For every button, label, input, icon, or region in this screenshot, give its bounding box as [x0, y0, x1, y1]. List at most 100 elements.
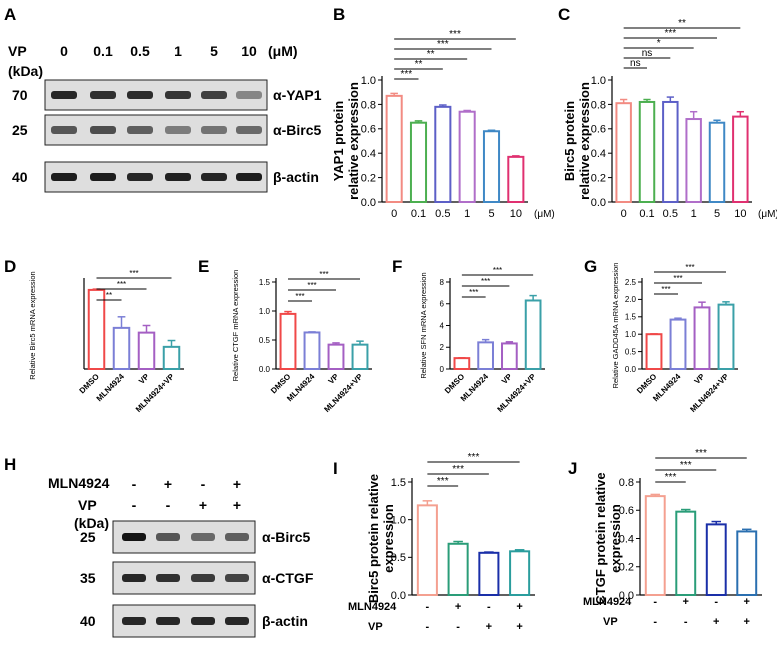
blot-a-band — [165, 173, 191, 181]
panel-letter-g: G — [584, 257, 597, 276]
blot-h-band — [191, 574, 215, 582]
chart-bar — [458, 110, 476, 203]
blot-a-dose-label: 1 — [174, 43, 182, 59]
chart-bar — [137, 331, 156, 371]
chart-y-tick-label: 0.0 — [391, 590, 406, 602]
blot-a-row: α-YAP1 70 — [12, 79, 322, 111]
chart-y-tick-label: 0.6 — [619, 505, 634, 517]
chart-y-tick-label: 0 — [440, 365, 445, 374]
chart-y-tick-label: 0.4 — [361, 148, 376, 160]
blot-a-band — [201, 126, 227, 134]
panel-letter-a: A — [4, 5, 16, 24]
chart-bar — [693, 306, 711, 370]
chart-bar — [524, 299, 542, 370]
chart-y-tick-label: 1.0 — [625, 330, 637, 339]
chart-category-label: VP — [500, 372, 514, 386]
chart-treat1-sign: - — [714, 596, 718, 608]
panel-letters: A B C D E F G H I J — [4, 5, 597, 478]
chart-y-axis-title: expression — [608, 504, 623, 573]
blot-a-band — [51, 173, 77, 181]
chart-treat1-sign: + — [516, 601, 522, 613]
chart-treat1-sign: + — [744, 596, 750, 608]
chart-y-tick-label: 0.2 — [591, 172, 606, 184]
panel-letter-h: H — [4, 455, 16, 474]
chart-treat2-sign: + — [744, 616, 750, 628]
blot-a-band — [90, 173, 116, 181]
blot-h-band — [225, 617, 249, 625]
blot-a-antibody-label: β-actin — [273, 169, 319, 185]
chart-y-tick-label: 2 — [440, 343, 445, 352]
chart-y-tick-label: 1.0 — [259, 307, 271, 316]
blot-h-row2-sign: + — [199, 497, 207, 513]
chart-bar — [615, 102, 632, 203]
chart-category-label: 5 — [714, 208, 720, 220]
blot-a-membrane — [44, 161, 268, 193]
chart-significance-label: *** — [307, 281, 316, 290]
blot-h-antibody-label: α-CTGF — [262, 570, 314, 586]
chart-significance-label: *** — [493, 266, 502, 275]
blot-h-antibody-label: β-actin — [262, 613, 308, 629]
panel-letter-c: C — [558, 5, 570, 24]
chart-bar — [477, 341, 494, 371]
chart-y-axis-title: Relative CTGF mRNA expression — [231, 270, 240, 382]
blot-h-marker-label: 40 — [80, 613, 96, 629]
chart-treat2-label: VP — [368, 621, 383, 633]
panel-letter-d: D — [4, 257, 16, 276]
chart-bar — [434, 105, 452, 203]
blot-a-band — [90, 126, 116, 134]
chart-treat1-label: MLN4924 — [583, 596, 632, 608]
blot-a-row: β-actin 40 — [12, 161, 319, 193]
blot-a-marker-label: 70 — [12, 87, 28, 103]
chart-category-label: VP — [327, 372, 341, 386]
blot-a-band — [165, 91, 191, 99]
chart-treat2-label: VP — [603, 616, 618, 628]
blot-h-band — [156, 617, 180, 625]
chart-bar — [645, 333, 663, 371]
chart-y-tick-label: 1.5 — [391, 477, 406, 489]
chart-category-label: VP — [693, 372, 707, 386]
blot-h-antibody-label: α-Birc5 — [262, 529, 311, 545]
blot-h-band — [122, 533, 146, 541]
blot-h-row2-sign: - — [166, 497, 171, 513]
chart-bar — [509, 550, 531, 596]
chart-category-label: 0.5 — [663, 208, 678, 220]
blot-h-row: α-Birc5 25 — [80, 520, 311, 554]
chart-y-tick-label: 0.4 — [619, 533, 634, 545]
chart-y-tick-label: 0.2 — [619, 562, 634, 574]
chart-bar — [644, 495, 666, 596]
chart-category-label: 1 — [691, 208, 697, 220]
chart-significance-label: *** — [665, 472, 677, 483]
chart-treat1-sign: - — [487, 601, 491, 613]
chart-bar — [736, 530, 758, 596]
chart-category-label: 0 — [391, 208, 397, 220]
chart-i: 0.0 0.5 1.0 1.5 Birc5 protein relative expres… — [348, 452, 535, 633]
chart-y-tick-label: 0.0 — [619, 590, 634, 602]
chart-bar — [685, 118, 702, 203]
blot-a-unit-label: (μM) — [268, 43, 298, 59]
chart-unit-label: (μM) — [758, 209, 777, 220]
blot-h-row1-sign: + — [164, 476, 172, 492]
chart-y-tick-label: 2.5 — [625, 278, 637, 287]
blot-h-band — [225, 574, 249, 582]
chart-treat2-sign: - — [653, 616, 657, 628]
chart-treat1-sign: + — [683, 596, 689, 608]
chart-y-tick-label: 6 — [440, 300, 445, 309]
chart-significance-label: *** — [400, 69, 412, 80]
chart-bar — [662, 100, 679, 203]
blot-h-row1-label: MLN4924 — [48, 475, 110, 491]
chart-y-tick-label: 0.0 — [591, 197, 606, 209]
chart-bar — [416, 504, 438, 596]
chart-significance-label: *** — [469, 288, 478, 297]
chart-bar — [705, 523, 727, 596]
chart-significance-label: *** — [481, 277, 490, 286]
chart-y-tick-label: 0.8 — [591, 99, 606, 111]
chart-bar — [87, 288, 106, 370]
panel-letter-e: E — [198, 257, 209, 276]
chart-bar — [675, 510, 697, 597]
chart-bar — [279, 312, 297, 370]
chart-y-tick-label: 0.0 — [625, 365, 637, 374]
blot-a-band — [90, 91, 116, 99]
chart-y-tick-label: 0.5 — [625, 347, 637, 356]
chart-significance-label: * — [657, 38, 661, 49]
